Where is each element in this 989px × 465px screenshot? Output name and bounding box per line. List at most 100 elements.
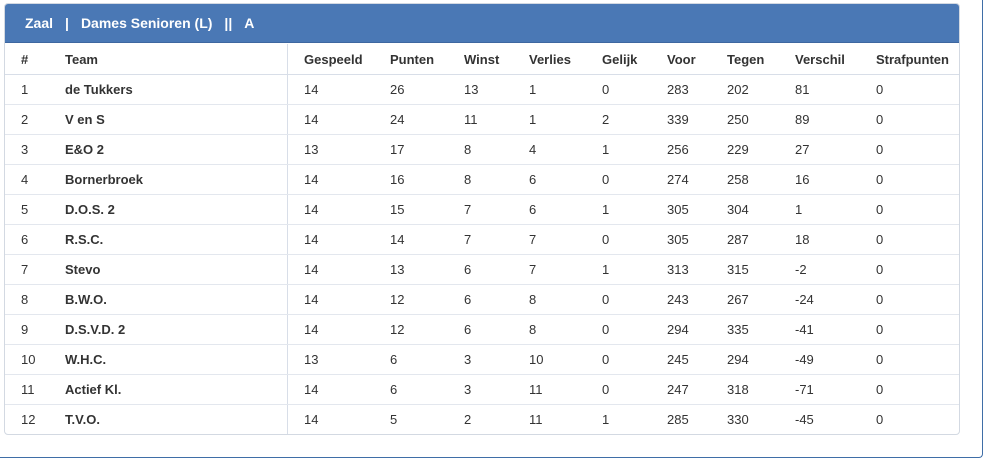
cell-goals-against: 250 <box>711 104 779 135</box>
cell-wins: 7 <box>448 224 513 255</box>
header-separator: || <box>224 15 233 31</box>
cell-team: Actief Kl. <box>65 374 288 405</box>
cell-difference: -41 <box>779 314 860 345</box>
cell-difference: -2 <box>779 254 860 285</box>
cell-points: 26 <box>374 74 448 105</box>
cell-difference: 16 <box>779 164 860 195</box>
column-header-difference: Verschil <box>779 44 860 75</box>
column-header-goals-for: Voor <box>651 44 711 75</box>
cell-penalty-points: 0 <box>860 314 959 345</box>
cell-team: R.S.C. <box>65 224 288 255</box>
cell-team: B.W.O. <box>65 284 288 315</box>
cell-goals-for: 283 <box>651 74 711 105</box>
cell-goals-against: 229 <box>711 134 779 165</box>
cell-wins: 3 <box>448 374 513 405</box>
cell-goals-for: 245 <box>651 344 711 375</box>
cell-rank: 9 <box>5 314 65 345</box>
cell-rank: 8 <box>5 284 65 315</box>
cell-team: T.V.O. <box>65 404 288 434</box>
cell-points: 14 <box>374 224 448 255</box>
cell-penalty-points: 0 <box>860 374 959 405</box>
cell-goals-against: 315 <box>711 254 779 285</box>
cell-played: 14 <box>287 284 374 315</box>
cell-wins: 8 <box>448 164 513 195</box>
cell-points: 12 <box>374 314 448 345</box>
cell-wins: 6 <box>448 284 513 315</box>
cell-goals-against: 330 <box>727 412 749 427</box>
cell-draws: 0 <box>586 314 651 345</box>
cell-points: 17 <box>374 134 448 165</box>
cell-goals-for: 339 <box>651 104 711 135</box>
cell-team: V en S <box>65 104 288 135</box>
table-row: 12 T.V.O. 14 5 2 11 1 285 330 -45 0 <box>5 404 959 434</box>
cell-draws: 1 <box>602 412 610 427</box>
cell-losses: 8 <box>513 284 586 315</box>
column-header-rank: # <box>5 44 65 75</box>
cell-penalty-points: 0 <box>860 254 959 285</box>
cell-played: 14 <box>287 164 374 195</box>
cell-losses: 1 <box>513 104 586 135</box>
cell-played: 14 <box>287 224 374 255</box>
cell-losses: 11 <box>513 374 586 405</box>
cell-team: D.O.S. 2 <box>65 194 288 225</box>
column-header-points: Punten <box>374 44 448 75</box>
cell-draws: 1 <box>586 194 651 225</box>
cell-draws: 1 <box>586 134 651 165</box>
cell-difference: 18 <box>779 224 860 255</box>
cell-team: D.S.V.D. 2 <box>65 314 288 345</box>
cell-goals-against: 287 <box>711 224 779 255</box>
cell-rank: 11 <box>5 374 65 405</box>
cell-goals-for: 294 <box>651 314 711 345</box>
category-label: Dames Senioren (L) <box>80 15 213 31</box>
cell-played: 14 <box>287 74 374 105</box>
cell-points: 13 <box>374 254 448 285</box>
cell-goals-against: 304 <box>711 194 779 225</box>
cell-goals-for: 305 <box>651 194 711 225</box>
standings-panel: Zaal | Dames Senioren (L) || A # Team Ge… <box>4 3 960 435</box>
cell-goals-for: 313 <box>651 254 711 285</box>
table-row: 7 Stevo 14 13 6 7 1 313 315 -2 0 <box>5 254 959 285</box>
cell-draws: 0 <box>586 374 651 405</box>
cell-points: 15 <box>374 194 448 225</box>
cell-difference: -45 <box>795 412 814 427</box>
cell-losses: 6 <box>513 194 586 225</box>
table-row: 3 E&O 2 13 17 8 4 1 256 229 27 0 <box>5 134 959 165</box>
cell-penalty-points: 0 <box>860 104 959 135</box>
cell-goals-for: 256 <box>651 134 711 165</box>
cell-draws: 0 <box>586 284 651 315</box>
cell-played: 14 <box>287 314 374 345</box>
cell-losses: 1 <box>513 74 586 105</box>
cell-wins: 11 <box>448 104 513 135</box>
table-row: 4 Bornerbroek 14 16 8 6 0 274 258 16 0 <box>5 164 959 195</box>
cell-played: 14 <box>287 374 374 405</box>
cell-rank: 10 <box>5 344 65 375</box>
cell-goals-against: 202 <box>711 74 779 105</box>
cell-played: 13 <box>287 344 374 375</box>
cell-wins: 8 <box>448 134 513 165</box>
cell-penalty-points: 0 <box>860 284 959 315</box>
table-row: 5 D.O.S. 2 14 15 7 6 1 305 304 1 0 <box>5 194 959 225</box>
table-row: 9 D.S.V.D. 2 14 12 6 8 0 294 335 -41 0 <box>5 314 959 345</box>
cell-draws: 0 <box>586 164 651 195</box>
cell-wins: 2 <box>464 412 472 427</box>
cell-penalty-points: 0 <box>860 194 959 225</box>
cell-losses: 7 <box>513 254 586 285</box>
cell-wins: 13 <box>448 74 513 105</box>
cell-losses: 7 <box>513 224 586 255</box>
cell-penalty-points: 0 <box>860 74 959 105</box>
cell-difference: 1 <box>779 194 860 225</box>
cell-draws: 0 <box>586 344 651 375</box>
cell-points: 16 <box>374 164 448 195</box>
cell-played: 14 <box>287 104 374 135</box>
cell-rank: 7 <box>5 254 65 285</box>
cell-losses: 11 <box>529 412 543 427</box>
cell-draws: 2 <box>586 104 651 135</box>
table-row: 6 R.S.C. 14 14 7 7 0 305 287 18 0 <box>5 224 959 255</box>
cell-wins: 6 <box>448 254 513 285</box>
table-row: 10 W.H.C. 13 6 3 10 0 245 294 -49 0 <box>5 344 959 375</box>
cell-goals-against: 335 <box>711 314 779 345</box>
table-row: 11 Actief Kl. 14 6 3 11 0 247 318 -71 0 <box>5 374 959 405</box>
cell-difference: -24 <box>779 284 860 315</box>
standings-body: 1 de Tukkers 14 26 13 1 0 283 202 81 0 2 V en S 14 24 1… <box>5 74 959 434</box>
